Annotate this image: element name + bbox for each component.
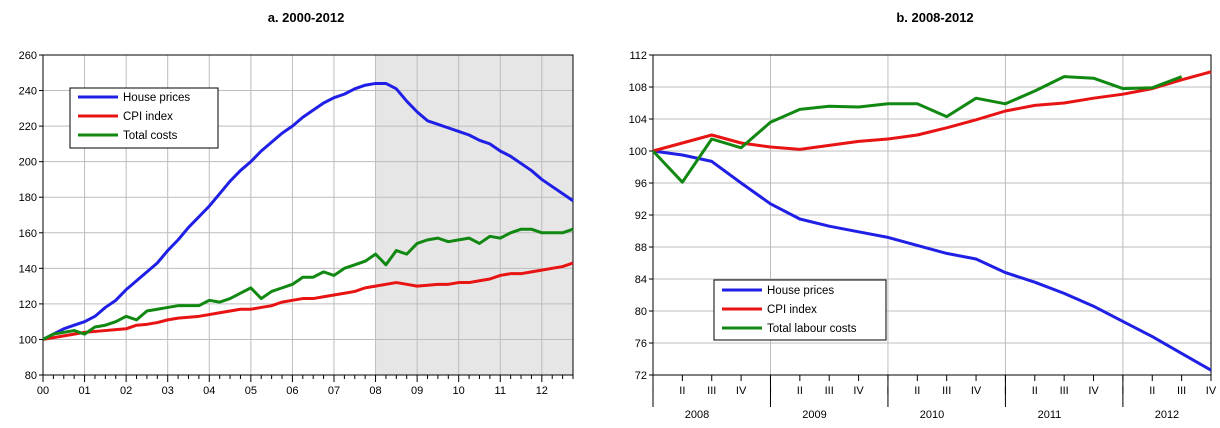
x-quarter-label: II	[914, 385, 920, 397]
x-tick-label: 10	[453, 385, 465, 397]
y-tick-label: 140	[19, 263, 37, 275]
x-quarter-label: III	[1177, 385, 1186, 397]
y-tick-label: 80	[635, 306, 647, 318]
legend-b-house-label: House prices	[767, 285, 834, 297]
series-line-b-house-prices	[652, 149, 1212, 372]
y-tick-label: 220	[19, 121, 37, 133]
y-tick-label: 92	[635, 210, 647, 222]
x-tick-label: 03	[162, 385, 174, 397]
x-year-label: 2009	[802, 409, 826, 421]
y-tick-label: 100	[629, 146, 647, 158]
y-tick-label: 88	[635, 242, 647, 254]
x-quarter-label: III	[707, 385, 716, 397]
series-line-a-house-prices	[42, 81, 574, 341]
y-tick-label: 200	[19, 157, 37, 169]
y-tick-label: 80	[25, 370, 37, 382]
panel-b-legend: House prices CPI index Total labour cost…	[713, 279, 887, 341]
y-tick-label: 100	[19, 334, 37, 346]
x-quarter-label: III	[1060, 385, 1069, 397]
x-quarter-label: IV	[736, 385, 747, 397]
x-year-label: 2011	[1038, 409, 1062, 421]
x-tick-label: 12	[536, 385, 548, 397]
x-quarter-label: III	[825, 385, 834, 397]
series-line-a-cpi-index	[42, 261, 574, 341]
x-quarter-label: IV	[853, 385, 864, 397]
x-tick-label: 11	[495, 385, 506, 397]
x-tick-label: 08	[369, 385, 381, 397]
x-quarter-label: II	[679, 385, 685, 397]
series-line-b-total-labour-costs	[651, 75, 1183, 184]
x-quarter-label: II	[797, 385, 803, 397]
panel-a-title: a. 2000-2012	[268, 10, 345, 25]
legend-b-cpi-label: CPI index	[767, 304, 817, 316]
y-tick-label: 76	[635, 338, 647, 350]
x-tick-label: 07	[328, 385, 340, 397]
y-tick-label: 104	[629, 114, 647, 126]
legend-a-total-label: Total costs	[123, 130, 178, 142]
series-line-a-total-costs	[42, 227, 574, 341]
legend-a-house-label: House prices	[123, 92, 190, 104]
panel-a-chart: a. 2000-2012 80 100 120 140 160 180 200 220 240 2…	[19, 10, 574, 397]
y-tick-label: 240	[19, 86, 37, 98]
x-tick-label: 01	[78, 385, 90, 397]
x-year-label: 2008	[685, 409, 709, 421]
y-tick-label: 120	[19, 299, 37, 311]
x-year-label: 2012	[1155, 409, 1179, 421]
x-quarter-label: IV	[971, 385, 982, 397]
x-tick-label: 04	[203, 385, 215, 397]
legend-b-total-label: Total labour costs	[767, 323, 857, 335]
x-quarter-label: IV	[1206, 385, 1217, 397]
y-tick-label: 260	[19, 50, 37, 62]
y-tick-label: 112	[629, 50, 647, 62]
y-tick-label: 108	[629, 82, 647, 94]
x-quarter-label: III	[942, 385, 951, 397]
x-quarter-label: II	[1032, 385, 1038, 397]
panel-b-chart: b. 2008-2012 72768084889296100104108112 …	[629, 10, 1217, 421]
x-tick-label: 05	[245, 385, 257, 397]
y-tick-label: 96	[635, 178, 647, 190]
x-year-label: 2010	[920, 409, 944, 421]
panel-a-legend: House prices CPI index Total costs	[69, 87, 219, 149]
recession-shade	[375, 55, 573, 375]
x-quarter-label: IV	[1088, 385, 1099, 397]
y-tick-label: 180	[19, 192, 37, 204]
x-tick-label: 02	[120, 385, 132, 397]
legend-a-cpi-label: CPI index	[123, 111, 173, 123]
x-tick-label: 09	[411, 385, 423, 397]
x-tick-label: 06	[286, 385, 298, 397]
y-tick-label: 160	[19, 228, 37, 240]
x-quarter-label: II	[1149, 385, 1155, 397]
y-tick-label: 84	[635, 274, 647, 286]
panel-b-title: b. 2008-2012	[896, 10, 973, 25]
y-tick-label: 72	[635, 370, 647, 382]
x-tick-label: 00	[37, 385, 49, 397]
panel-a-plot-frame	[42, 54, 574, 376]
